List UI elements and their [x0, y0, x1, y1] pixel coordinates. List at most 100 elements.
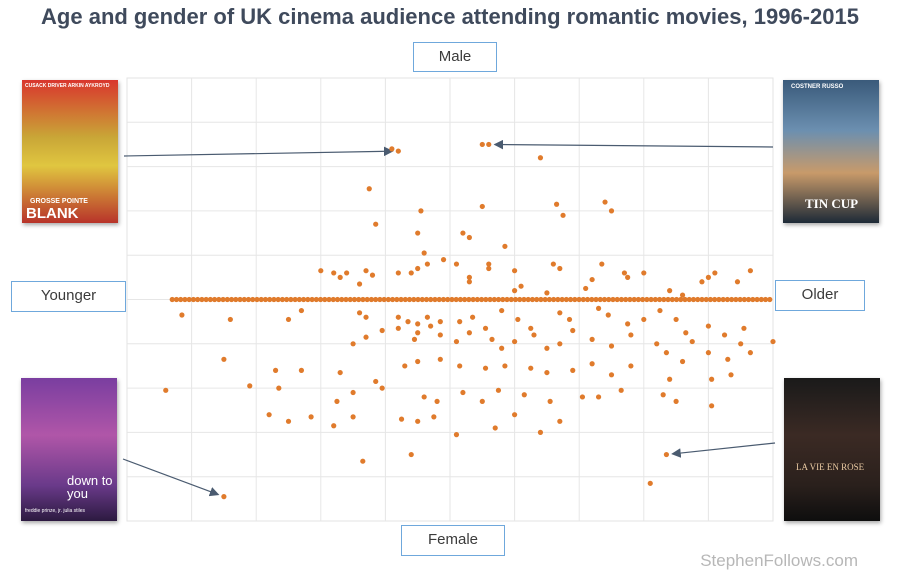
- data-point: [618, 296, 625, 303]
- data-point: [457, 363, 463, 369]
- data-point: [275, 296, 281, 303]
- data-point: [406, 296, 413, 303]
- data-point: [745, 296, 752, 303]
- data-point: [431, 414, 437, 420]
- data-point: [411, 336, 418, 342]
- data-point: [531, 332, 537, 338]
- data-point: [667, 288, 673, 294]
- data-point: [679, 292, 686, 298]
- data-point: [512, 296, 519, 303]
- data-point: [495, 387, 502, 393]
- data-point: [754, 296, 760, 303]
- data-point: [728, 372, 734, 378]
- data-point: [227, 316, 233, 323]
- data-point: [660, 392, 666, 398]
- data-point: [628, 363, 634, 369]
- data-point: [555, 296, 561, 303]
- data-point: [350, 414, 356, 420]
- data-point: [395, 325, 401, 331]
- data-point: [247, 383, 253, 389]
- arrow-bottom-left: [122, 458, 220, 497]
- poster-names: freddie prinze, jr. julia stiles: [25, 508, 86, 514]
- data-point: [689, 338, 695, 345]
- data-point: [502, 363, 508, 369]
- data-point: [511, 288, 518, 294]
- data-point: [373, 296, 379, 303]
- data-point: [453, 338, 460, 345]
- data-point: [364, 296, 370, 303]
- annotation-arrows: [122, 139, 776, 497]
- data-point: [628, 332, 634, 338]
- data-point: [347, 296, 353, 303]
- data-point: [544, 369, 550, 376]
- data-point: [709, 403, 715, 409]
- poster-subtitle: GROSSE POINTE: [30, 198, 88, 205]
- data-point: [508, 296, 514, 303]
- data-point: [360, 458, 366, 464]
- axis-label-male: Male: [413, 42, 497, 72]
- data-point: [432, 296, 438, 303]
- data-point: [389, 146, 395, 152]
- data-point: [424, 314, 430, 320]
- data-point: [305, 296, 311, 303]
- data-point: [690, 296, 697, 303]
- data-point: [453, 296, 459, 303]
- data-point: [606, 296, 612, 303]
- data-point: [492, 425, 498, 431]
- data-point: [309, 296, 315, 303]
- data-point: [504, 296, 510, 303]
- data-point: [557, 265, 563, 272]
- data-point: [738, 341, 744, 347]
- data-point: [595, 305, 602, 311]
- data-point: [298, 307, 305, 314]
- data-point: [758, 296, 764, 303]
- data-point: [741, 325, 747, 331]
- data-point: [720, 296, 726, 303]
- data-point: [610, 296, 616, 303]
- data-point: [682, 296, 688, 303]
- data-point: [351, 296, 358, 303]
- data-point: [288, 296, 294, 303]
- data-point: [373, 221, 379, 227]
- data-point: [486, 265, 492, 272]
- data-point: [470, 314, 476, 320]
- data-point: [203, 296, 209, 303]
- data-point: [470, 296, 476, 303]
- data-point: [647, 480, 653, 486]
- data-point: [437, 332, 443, 338]
- data-point: [466, 330, 472, 336]
- data-point: [495, 296, 502, 303]
- data-point: [631, 296, 637, 303]
- data-point: [557, 341, 563, 347]
- data-point: [705, 350, 712, 356]
- data-point: [415, 358, 421, 365]
- data-point: [221, 494, 227, 500]
- data-point: [599, 261, 605, 267]
- data-point: [437, 319, 443, 325]
- data-point: [705, 274, 712, 280]
- data-point: [339, 296, 345, 303]
- data-point: [725, 356, 731, 362]
- data-point: [474, 296, 480, 303]
- data-point: [669, 296, 675, 303]
- data-point: [623, 296, 629, 303]
- data-point: [641, 270, 647, 276]
- data-point: [627, 296, 633, 303]
- data-point: [570, 327, 576, 334]
- data-point: [453, 432, 460, 438]
- data-point: [511, 412, 518, 418]
- data-point: [292, 296, 298, 303]
- poster-grosse-pointe-blank: CUSACK DRIVER ARKIN AYKROYD GROSSE POINT…: [22, 80, 118, 223]
- data-point: [343, 296, 349, 303]
- data-point: [369, 272, 376, 278]
- data-point: [734, 279, 741, 285]
- data-point: [344, 270, 350, 276]
- data-point: [661, 296, 667, 303]
- data-point: [169, 296, 175, 303]
- data-point: [542, 296, 548, 303]
- data-point: [479, 398, 485, 404]
- data-point: [489, 336, 495, 342]
- data-point: [593, 296, 599, 303]
- data-point: [337, 274, 343, 280]
- data-point: [363, 334, 369, 340]
